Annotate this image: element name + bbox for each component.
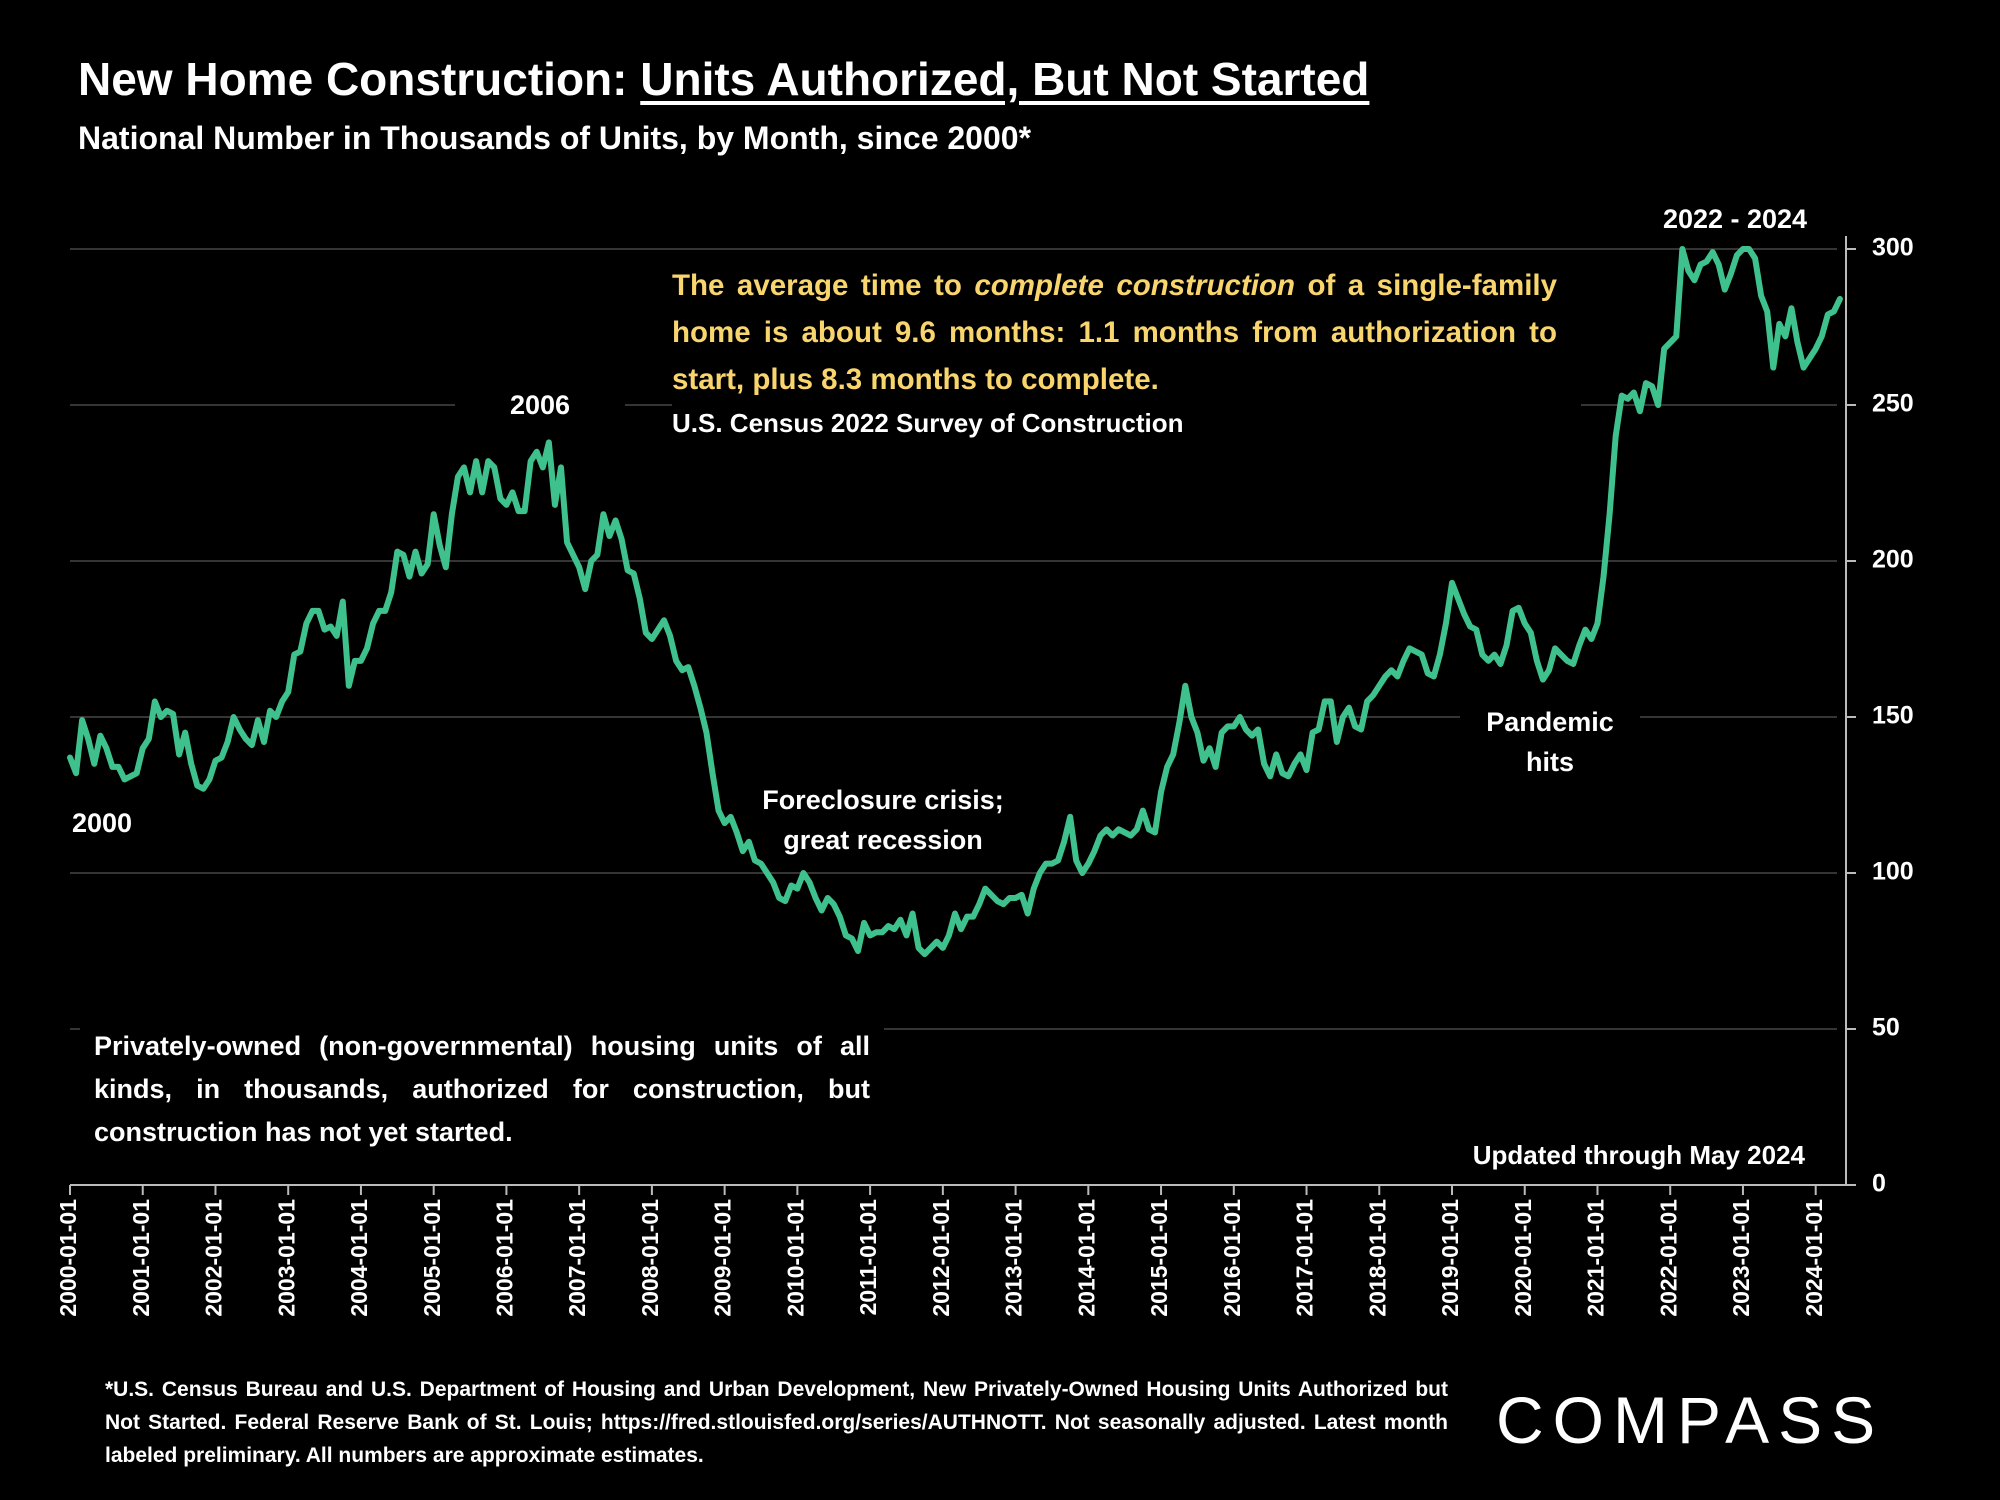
x-tick-label: 2011-01-01 bbox=[855, 1199, 881, 1316]
x-tick-label: 2021-01-01 bbox=[1583, 1199, 1609, 1317]
y-tick-label: 250 bbox=[1872, 390, 1914, 418]
annotation: Pandemic hits bbox=[1460, 702, 1640, 782]
y-tick-label: 50 bbox=[1872, 1014, 1900, 1042]
x-tick-label: 2007-01-01 bbox=[564, 1199, 590, 1317]
x-tick-label: 2023-01-01 bbox=[1728, 1199, 1754, 1317]
x-tick-label: 2003-01-01 bbox=[273, 1199, 299, 1317]
y-tick-label: 300 bbox=[1872, 234, 1914, 262]
x-tick-label: 2008-01-01 bbox=[637, 1199, 663, 1317]
y-tick-label: 100 bbox=[1872, 858, 1914, 886]
callout: The average time to complete constructio… bbox=[672, 262, 1581, 443]
x-tick-label: 2001-01-01 bbox=[128, 1199, 154, 1317]
callout-part: The average time to bbox=[672, 269, 975, 302]
y-tick-label: 150 bbox=[1872, 702, 1914, 730]
x-tick-label: 2014-01-01 bbox=[1073, 1199, 1099, 1317]
x-tick-label: 2020-01-01 bbox=[1510, 1199, 1536, 1317]
annotation: Foreclosure crisis; great recession bbox=[762, 780, 1004, 860]
annotation-line: hits bbox=[1525, 747, 1574, 777]
x-tick-label: 2000-01-01 bbox=[55, 1199, 81, 1317]
y-tick-label: 0 bbox=[1872, 1170, 1886, 1198]
annotation: 2022 - 2024 bbox=[1662, 199, 1808, 239]
callout-italic: complete construction bbox=[974, 269, 1295, 302]
x-tick-label: 2016-01-01 bbox=[1219, 1199, 1245, 1317]
x-tick-label: 2009-01-01 bbox=[710, 1199, 736, 1317]
x-tick-label: 2017-01-01 bbox=[1292, 1199, 1318, 1317]
x-tick-label: 2015-01-01 bbox=[1146, 1199, 1172, 1317]
y-tick-label: 200 bbox=[1872, 546, 1914, 574]
callout-part: of a single-family home is about 9.6 mon… bbox=[672, 269, 1557, 396]
x-tick-label: 2012-01-01 bbox=[928, 1199, 954, 1317]
x-tick-label: 2022-01-01 bbox=[1655, 1199, 1681, 1317]
footnote: *U.S. Census Bureau and U.S. Department … bbox=[105, 1378, 1448, 1467]
annotation: 2000 bbox=[71, 803, 133, 843]
x-tick-label: 2004-01-01 bbox=[346, 1199, 372, 1317]
x-tick-label: 2006-01-01 bbox=[492, 1199, 518, 1317]
annotation: 2006 bbox=[455, 385, 625, 425]
x-tick-label: 2002-01-01 bbox=[201, 1199, 227, 1317]
brand-logo: COMPASS bbox=[1496, 1383, 1885, 1457]
callout-text: The average time to complete constructio… bbox=[672, 262, 1557, 403]
subtitle: National Number in Thousands of Units, b… bbox=[78, 120, 1032, 156]
x-tick-label: 2013-01-01 bbox=[1001, 1199, 1027, 1317]
updated-note: Updated through May 2024 bbox=[1472, 1140, 1805, 1170]
x-tick-label: 2018-01-01 bbox=[1364, 1199, 1390, 1317]
x-tick-label: 2005-01-01 bbox=[419, 1199, 445, 1317]
x-tick-label: 2024-01-01 bbox=[1801, 1199, 1827, 1317]
annotation-line: Pandemic bbox=[1486, 707, 1614, 737]
annotation-line: great recession bbox=[783, 825, 983, 855]
note: Privately-owned (non-governmental) housi… bbox=[80, 1025, 884, 1154]
title-text: New Home Construction: bbox=[78, 53, 641, 105]
title-emphasis: Units Authorized, But Not Started bbox=[640, 53, 1370, 105]
title: New Home Construction: Units Authorized,… bbox=[78, 52, 1369, 106]
x-tick-label: 2010-01-01 bbox=[782, 1199, 808, 1317]
data-line bbox=[67, 246, 1843, 958]
annotation-line: Foreclosure crisis; bbox=[762, 785, 1004, 815]
x-tick-label: 2019-01-01 bbox=[1437, 1199, 1463, 1317]
callout-source: U.S. Census 2022 Survey of Construction bbox=[672, 408, 1184, 438]
